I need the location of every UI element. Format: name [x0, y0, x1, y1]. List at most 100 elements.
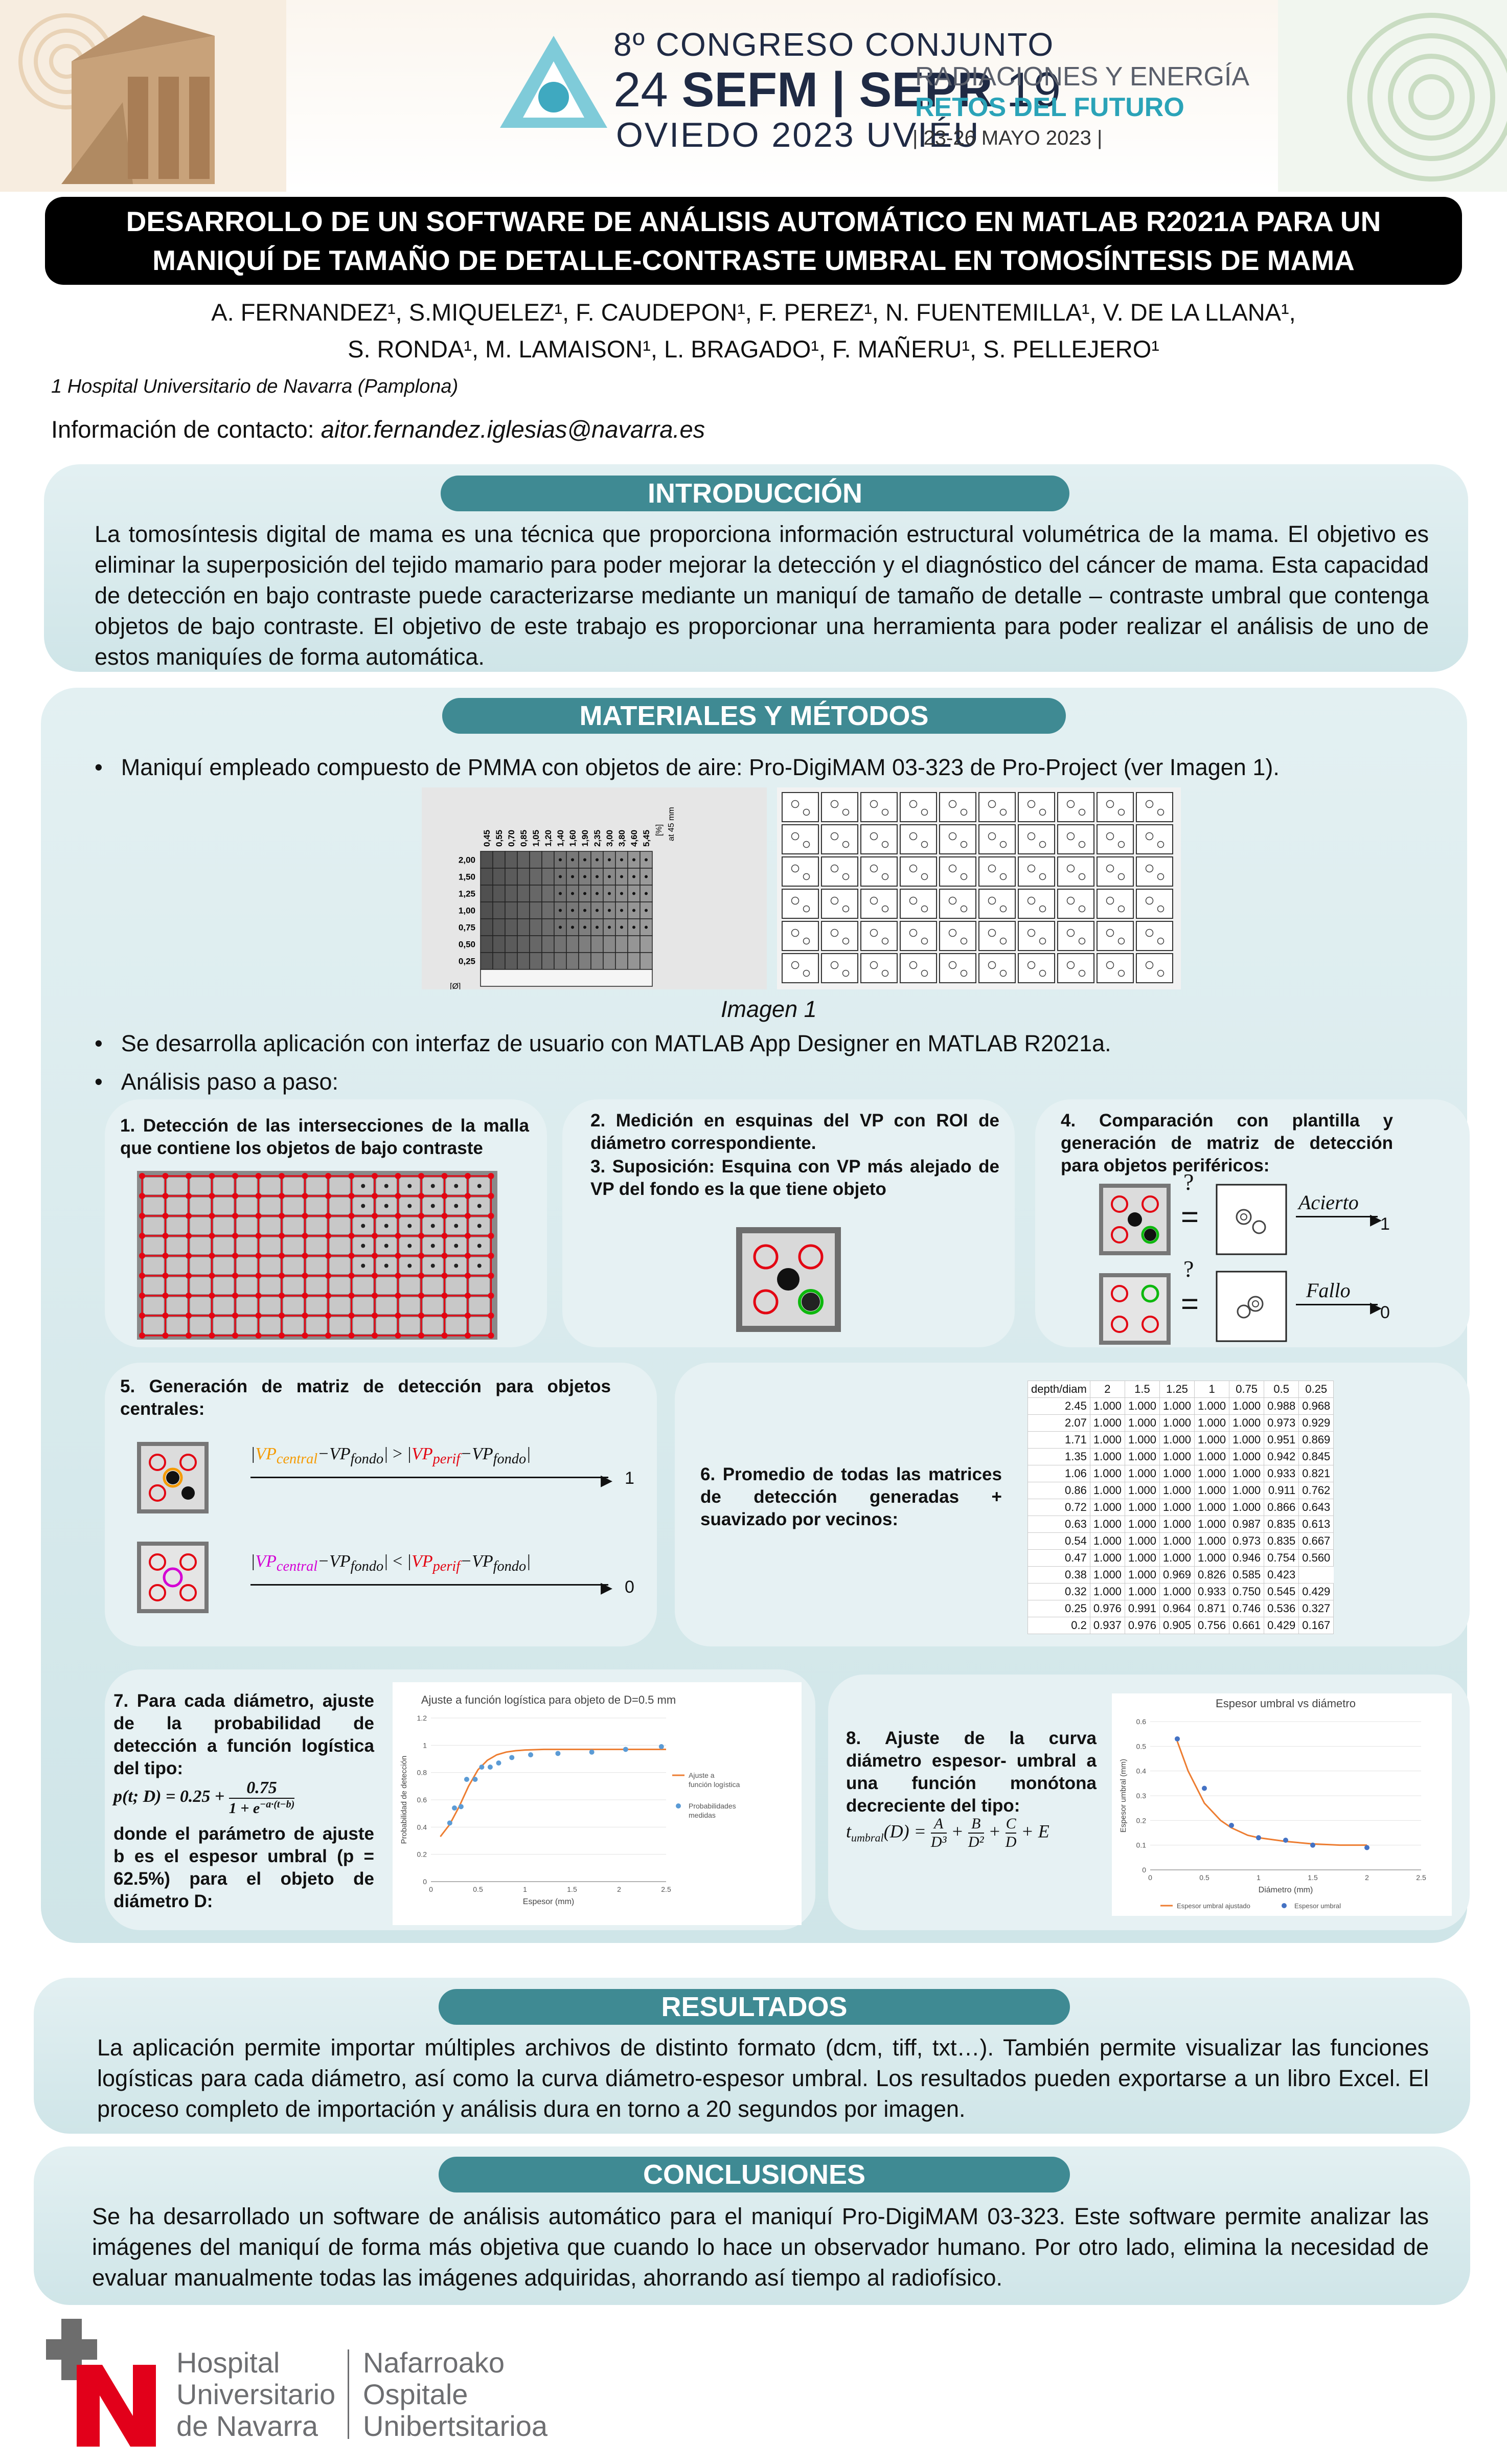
matrix-cell: 1.000: [1159, 1414, 1195, 1432]
step1-intersection: [162, 1173, 169, 1179]
chart-xtick: 2.5: [1416, 1873, 1426, 1882]
matrix-cell: 1.000: [1229, 1482, 1265, 1499]
step1-object: [430, 1263, 435, 1268]
matrix-cell: 0.911: [1264, 1482, 1299, 1499]
chart-point: [1202, 1785, 1207, 1791]
template-object: [1078, 937, 1086, 945]
step1-intersection: [325, 1273, 331, 1279]
phantom-cell: [529, 851, 542, 869]
cell-hit-icon: [1099, 1184, 1171, 1255]
matrix-cell: 0.327: [1298, 1600, 1334, 1617]
phantom-cell: [541, 952, 555, 970]
phantom-col-label: 4,60: [629, 830, 639, 847]
step1-intersection: [232, 1173, 238, 1179]
step1-intersection: [302, 1332, 308, 1339]
phantom-dot: [596, 875, 599, 878]
template-cell: [1057, 889, 1094, 919]
step1-intersection: [325, 1293, 331, 1299]
matrix-cell: 0.613: [1298, 1516, 1334, 1533]
step1-cell: [330, 1197, 350, 1214]
template-object: [1106, 929, 1114, 937]
matrix-cell: 0.933: [1194, 1583, 1230, 1600]
phantom-dot: [559, 858, 562, 862]
phantom-cell: [517, 851, 530, 869]
chart-point: [472, 1777, 478, 1782]
template-cell: [939, 921, 976, 951]
chart-xlabel: Diámetro (mm): [1259, 1886, 1313, 1894]
matrix-cell: 1.000: [1229, 1414, 1265, 1432]
matrix-cell: 1.06: [1028, 1465, 1090, 1482]
phantom-col-label: 0,55: [494, 830, 504, 847]
phantom-cell: [529, 952, 542, 970]
step1-cell: [283, 1178, 304, 1194]
phantom-dot: [583, 925, 586, 929]
phantom-row-label: 0,25: [459, 957, 475, 966]
template-cell: [1018, 953, 1055, 983]
step1-object: [430, 1224, 435, 1228]
template-cell: [1018, 824, 1055, 854]
phantom-grid-diagram: 0,45 0,55 0,70 0,85 1,05 1,20 1,40 1,60 1,90 2,35…: [422, 787, 767, 991]
template-object: [1027, 800, 1036, 808]
phantom-cell: [603, 935, 616, 953]
step1-cell: [213, 1178, 234, 1194]
step1-object: [384, 1244, 389, 1248]
step1-cell: [144, 1178, 164, 1194]
chart-series-line: [440, 1748, 666, 1837]
step1-cell: [237, 1178, 257, 1194]
phantom-cell: [615, 935, 628, 953]
step1-intersection: [186, 1193, 192, 1199]
step1-cell: [330, 1237, 350, 1254]
methods-heading: MATERIALES Y MÉTODOS: [442, 698, 1066, 734]
step1-cell: [306, 1178, 327, 1194]
step1-cell: [423, 1317, 443, 1334]
monument-illustration: [0, 0, 286, 192]
step1-cell: [306, 1257, 327, 1274]
phantom-cell: [578, 935, 591, 953]
matrix-cell: 0.933: [1264, 1465, 1299, 1482]
matrix-row: 0.2 0.937 0.976 0.905 0.756 0.661 0.429 0.167: [1028, 1617, 1334, 1634]
phantom-dot: [583, 875, 586, 878]
matrix-cell: 1.000: [1194, 1499, 1230, 1516]
matrix-cell: 1.000: [1194, 1448, 1230, 1465]
phantom-cell: [505, 935, 518, 953]
step1-cell: [167, 1217, 187, 1234]
phantom-cell: [541, 885, 555, 902]
step1-cell: [306, 1317, 327, 1334]
step-5-formula-2: |VPcentral−VPfondo| < |VPperif−VPfondo|: [250, 1552, 531, 1574]
logistic-formula: p(t; D) = 0.25 + 0.75 1 + e−a·(t−b): [113, 1778, 295, 1817]
phantom-cell: [554, 952, 567, 970]
step1-intersection: [162, 1193, 169, 1199]
phantom-dot: [608, 892, 611, 895]
phantom-cell: [578, 952, 591, 970]
step1-object: [430, 1204, 435, 1208]
matrix-cell: 0.643: [1298, 1499, 1334, 1516]
chart-ytick: 0.5: [1136, 1742, 1147, 1750]
chart-series-line: [1176, 1741, 1367, 1846]
phantom-dot: [620, 875, 623, 878]
template-object: [1039, 969, 1046, 977]
chart-ytick: 0: [423, 1878, 427, 1886]
matrix-cell: 0.536: [1264, 1600, 1299, 1617]
step1-cell: [213, 1277, 234, 1294]
step1-intersection: [325, 1213, 331, 1219]
template-object: [999, 937, 1007, 945]
step1-intersection: [348, 1213, 355, 1219]
template-cell: [900, 856, 937, 887]
step1-intersection: [162, 1253, 169, 1259]
step1-object: [477, 1244, 482, 1248]
template-cell: [1136, 921, 1173, 951]
step-7-text-2: donde el parámetro de ajuste b es el esp…: [113, 1824, 374, 1911]
image-caption: Imagen 1: [721, 996, 817, 1022]
step1-intersection: [395, 1293, 401, 1299]
phantom-dot: [608, 875, 611, 878]
congress-city: OVIEDO 2023 UVIÉU: [616, 116, 980, 154]
step1-intersection: [465, 1313, 471, 1319]
template-object: [999, 905, 1007, 913]
step1-object: [477, 1184, 482, 1188]
contact-email[interactable]: aitor.fernandez.iglesias@navarra.es: [321, 416, 705, 443]
matrix-cell: 1.000: [1089, 1516, 1125, 1533]
template-cell: [1018, 792, 1055, 822]
step1-cell: [237, 1317, 257, 1334]
phantom-dot: [571, 892, 574, 895]
